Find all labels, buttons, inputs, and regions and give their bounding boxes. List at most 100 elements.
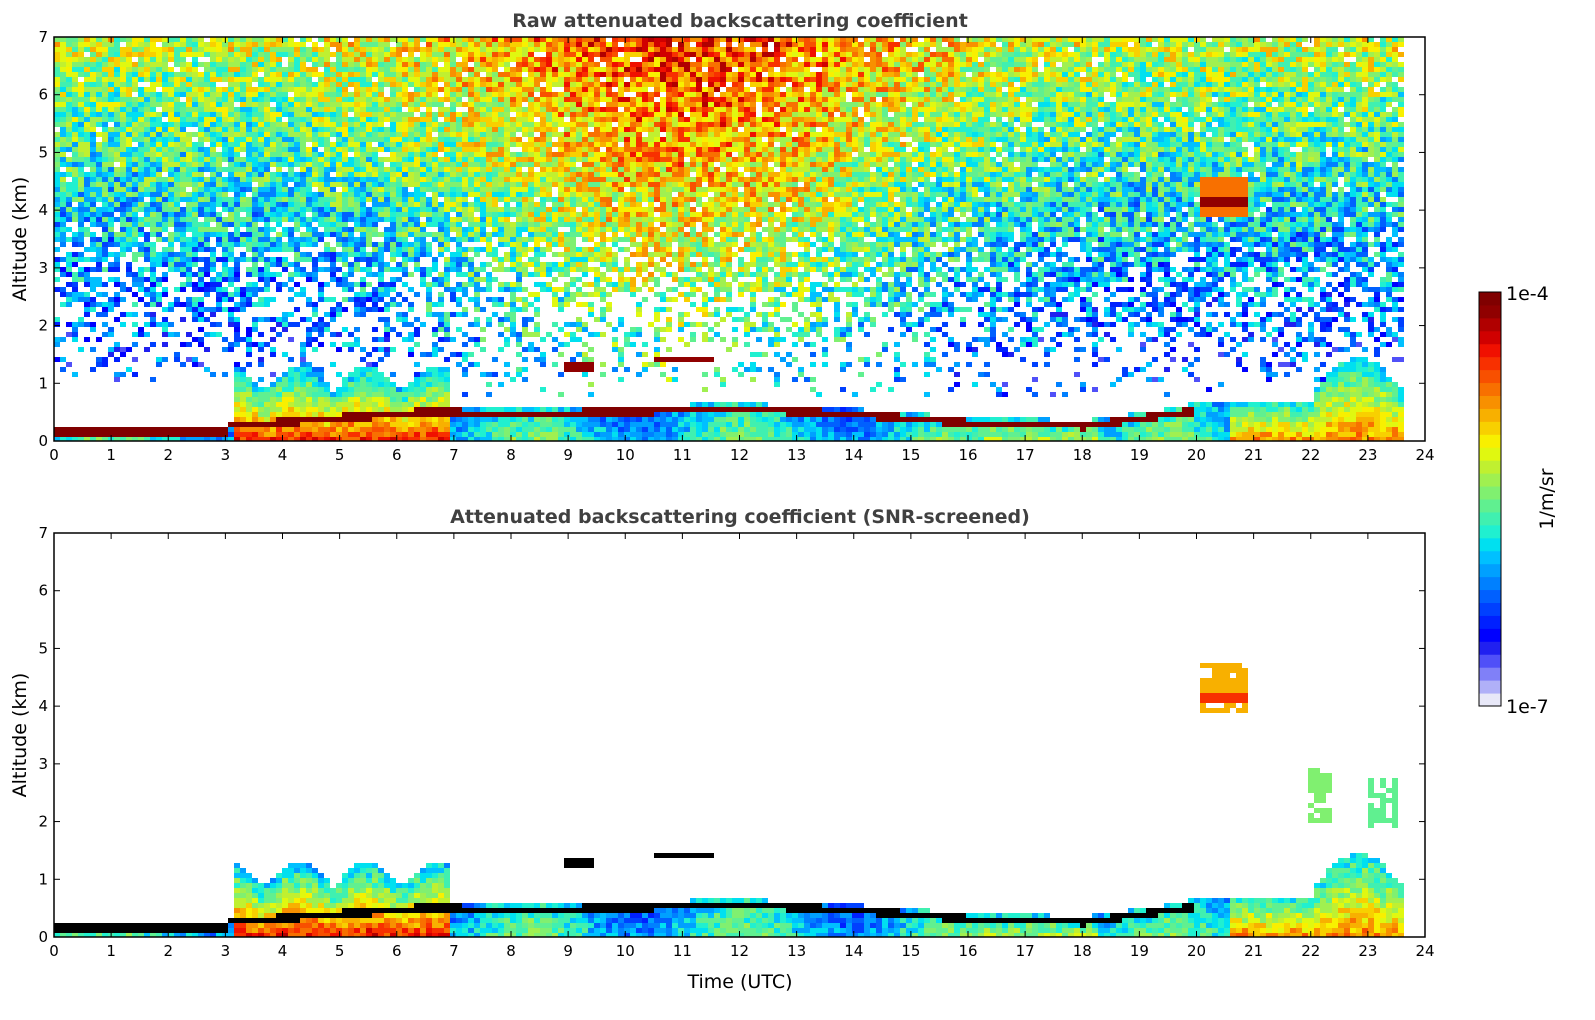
heatmap-cell: [288, 312, 294, 317]
heatmap-cell: [546, 132, 552, 137]
heatmap-cell: [276, 417, 282, 422]
heatmap-cell: [330, 77, 336, 82]
heatmap-cell: [168, 82, 174, 87]
heatmap-cell: [420, 237, 426, 242]
heatmap-cell: [540, 337, 546, 342]
heatmap-cell: [534, 212, 540, 217]
heatmap-cell: [78, 432, 84, 437]
heatmap-cell: [402, 102, 408, 107]
heatmap-cell: [144, 432, 150, 437]
heatmap-cell: [72, 372, 78, 377]
heatmap-cell: [240, 62, 246, 67]
heatmap-cell: [90, 37, 96, 42]
heatmap-cell: [282, 417, 288, 422]
heatmap-cell: [480, 232, 486, 237]
heatmap-cell: [84, 132, 90, 137]
heatmap-cell: [288, 237, 294, 242]
heatmap-cell: [132, 357, 138, 362]
heatmap-cell: [138, 432, 144, 437]
heatmap-cell: [462, 132, 468, 137]
heatmap-cell: [294, 112, 300, 117]
heatmap-cell: [402, 282, 408, 287]
heatmap-cell: [444, 312, 450, 317]
heatmap-cell: [72, 152, 78, 157]
heatmap-cell: [384, 202, 390, 207]
heatmap-cell: [222, 157, 228, 162]
heatmap-cell: [318, 192, 324, 197]
heatmap-cell: [60, 177, 66, 182]
heatmap-cell: [126, 52, 132, 57]
heatmap-cell: [468, 52, 474, 57]
heatmap-cell: [198, 337, 204, 342]
heatmap-cell: [432, 147, 438, 152]
heatmap-cell: [456, 97, 462, 102]
heatmap-cell: [498, 187, 504, 192]
heatmap-cell: [258, 187, 264, 192]
heatmap-cell: [102, 292, 108, 297]
heatmap-cell: [120, 137, 126, 142]
heatmap-cell: [246, 352, 252, 357]
heatmap-cell: [270, 212, 276, 217]
heatmap-cell: [420, 152, 426, 157]
heatmap-cell: [162, 432, 168, 437]
heatmap-cell: [426, 57, 432, 62]
heatmap-cell: [444, 202, 450, 207]
heatmap-cell: [378, 197, 384, 202]
heatmap-cell: [498, 87, 504, 92]
heatmap-cell: [204, 307, 210, 312]
heatmap-cell: [66, 207, 72, 212]
heatmap-cell: [336, 67, 342, 72]
heatmap-cell: [486, 222, 492, 227]
heatmap-cell: [288, 142, 294, 147]
heatmap-cell: [360, 377, 366, 382]
heatmap-cell: [180, 242, 186, 247]
heatmap-cell: [276, 97, 282, 102]
heatmap-cell: [336, 212, 342, 217]
heatmap-cell: [450, 437, 456, 441]
heatmap-cell: [474, 282, 480, 287]
heatmap-cell: [60, 152, 66, 157]
heatmap-cell: [174, 57, 180, 62]
heatmap-cell: [162, 137, 168, 142]
heatmap-cell: [462, 352, 468, 357]
heatmap-cell: [162, 272, 168, 277]
heatmap-cell: [198, 172, 204, 177]
heatmap-cell: [270, 117, 276, 122]
heatmap-cell: [252, 172, 258, 177]
heatmap-cell: [132, 47, 138, 52]
heatmap-cell: [174, 157, 180, 162]
heatmap-cell: [456, 432, 462, 437]
heatmap-cell: [546, 172, 552, 177]
heatmap-cell: [306, 187, 312, 192]
heatmap-cell: [240, 122, 246, 127]
heatmap-cell: [228, 212, 234, 217]
heatmap-cell: [444, 402, 450, 407]
heatmap-cell: [456, 87, 462, 92]
heatmap-cell: [102, 227, 108, 232]
heatmap-cell: [234, 327, 240, 332]
heatmap-cell: [294, 197, 300, 202]
heatmap-cell: [84, 122, 90, 127]
heatmap-cell: [114, 372, 120, 377]
heatmap-cell: [240, 237, 246, 242]
heatmap-cell: [354, 107, 360, 112]
heatmap-cell: [228, 67, 234, 72]
heatmap-cell: [384, 437, 390, 441]
heatmap-cell: [126, 217, 132, 222]
heatmap-cell: [516, 437, 522, 441]
heatmap-cell: [180, 197, 186, 202]
heatmap-cell: [492, 122, 498, 127]
heatmap-cell: [72, 92, 78, 97]
heatmap-cell: [480, 92, 486, 97]
heatmap-cell: [390, 197, 396, 202]
heatmap-cell: [540, 432, 546, 437]
heatmap-cell: [162, 197, 168, 202]
heatmap-cell: [168, 172, 174, 177]
heatmap-cell: [138, 52, 144, 57]
heatmap-cell: [420, 137, 426, 142]
heatmap-cell: [378, 232, 384, 237]
heatmap-cell: [300, 407, 306, 412]
heatmap-cell: [372, 192, 378, 197]
heatmap-cell: [72, 197, 78, 202]
heatmap-cell: [390, 112, 396, 117]
